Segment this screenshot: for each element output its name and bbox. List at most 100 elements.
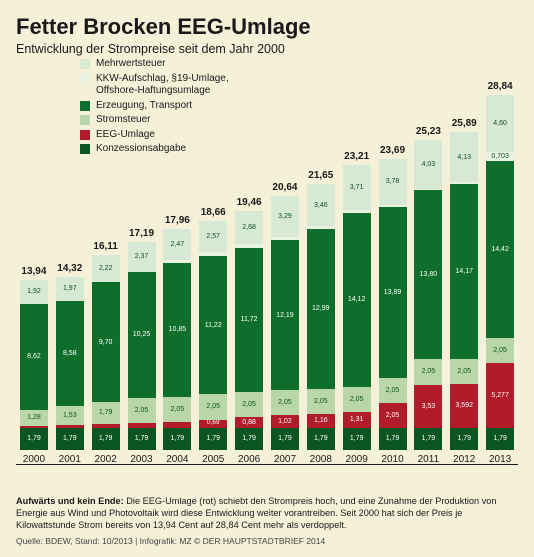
bar-column: 25,894,1314,172,053,5921,792012 bbox=[446, 132, 482, 465]
bar-column: 28,844,600,70314,422,055,2771,792013 bbox=[482, 95, 518, 465]
bar-segment-konzession: 1,79 bbox=[235, 428, 263, 450]
bar-total-label: 23,69 bbox=[380, 145, 405, 156]
bar-total-label: 21,65 bbox=[308, 170, 333, 181]
bar-segment-stromsteuer: 2,05 bbox=[163, 397, 191, 422]
bar-column: 23,693,7813,892,052,051,792010 bbox=[375, 159, 411, 465]
bar-total-label: 17,19 bbox=[129, 228, 154, 239]
bar-column: 13,941,928,621,281,792000 bbox=[16, 280, 52, 465]
bar-segment-aufschlag: 0,703 bbox=[486, 152, 514, 161]
bar-segment-mehrwertsteuer: 3,46 bbox=[307, 184, 335, 227]
bar-column: 19,462,6811,722,050,881,792006 bbox=[231, 211, 267, 465]
bar-segment-konzession: 1,79 bbox=[379, 428, 407, 450]
bar-segment-konzession: 1,79 bbox=[199, 428, 227, 450]
bar-total-label: 23,21 bbox=[344, 151, 369, 162]
bar-segment-stromsteuer: 2,05 bbox=[343, 387, 371, 412]
bar-segment-erzeugung: 8,62 bbox=[20, 304, 48, 410]
bar-segment-erzeugung: 9,70 bbox=[92, 282, 120, 401]
bar: 21,653,4612,992,051,161,79 bbox=[307, 184, 335, 450]
bar: 28,844,600,70314,422,055,2771,79 bbox=[486, 95, 514, 450]
bar-segment-mehrwertsteuer: 3,78 bbox=[379, 159, 407, 205]
bar-segment-mehrwertsteuer: 2,47 bbox=[163, 229, 191, 259]
bar-segment-stromsteuer: 2,05 bbox=[486, 338, 514, 363]
bar: 14,321,978,581,531,79 bbox=[56, 277, 84, 450]
bar-segment-stromsteuer: 2,05 bbox=[379, 378, 407, 403]
bar-total-label: 25,89 bbox=[452, 118, 477, 129]
bar-column: 14,321,978,581,531,792001 bbox=[52, 277, 88, 465]
bar-segment-erzeugung: 12,99 bbox=[307, 229, 335, 389]
bar-segment-eeg: 3,53 bbox=[414, 385, 442, 428]
bar: 16,112,229,701,791,79 bbox=[92, 255, 120, 450]
bar-segment-mehrwertsteuer: 1,92 bbox=[20, 280, 48, 304]
bar-segment-erzeugung: 11,22 bbox=[199, 256, 227, 394]
bar-segment-stromsteuer: 2,05 bbox=[199, 394, 227, 419]
bar: 18,662,5711,222,050,691,79 bbox=[199, 221, 227, 450]
bar-segment-mehrwertsteuer: 1,97 bbox=[56, 277, 84, 301]
bar-segment-konzession: 1,79 bbox=[414, 428, 442, 450]
footer-source: Quelle: BDEW, Stand: 10/2013 | Infografi… bbox=[16, 536, 518, 547]
bar-column: 17,962,4710,852,051,792004 bbox=[159, 229, 195, 465]
bar: 17,192,3710,252,051,79 bbox=[128, 242, 156, 450]
bar-segment-stromsteuer: 2,05 bbox=[271, 390, 299, 415]
bar-segment-erzeugung: 12,19 bbox=[271, 240, 299, 390]
bar-segment-mehrwertsteuer: 2,22 bbox=[92, 255, 120, 282]
bar-segment-eeg: 5,277 bbox=[486, 363, 514, 428]
bar-segment-eeg: 0,88 bbox=[235, 417, 263, 428]
bar-segment-stromsteuer: 1,79 bbox=[92, 402, 120, 424]
bar-segment-stromsteuer: 2,05 bbox=[235, 392, 263, 417]
bar-segment-erzeugung: 11,72 bbox=[235, 248, 263, 392]
bar-total-label: 17,96 bbox=[165, 215, 190, 226]
bar-segment-stromsteuer: 2,05 bbox=[414, 359, 442, 384]
bar-segment-mehrwertsteuer: 3,71 bbox=[343, 165, 371, 211]
bar-total-label: 14,32 bbox=[57, 263, 82, 274]
bars-container: 13,941,928,621,281,79200014,321,978,581,… bbox=[16, 58, 518, 465]
bar-segment-erzeugung: 13,89 bbox=[379, 207, 407, 378]
bar-segment-eeg: 1,02 bbox=[271, 415, 299, 428]
bar-segment-mehrwertsteuer: 2,57 bbox=[199, 221, 227, 253]
bar-segment-mehrwertsteuer: 4,60 bbox=[486, 95, 514, 152]
bar-column: 23,213,7114,122,051,311,792009 bbox=[339, 165, 375, 465]
bar-segment-stromsteuer: 1,53 bbox=[56, 406, 84, 425]
footer-caption: Aufwärts und kein Ende: Die EEG-Umlage (… bbox=[16, 496, 518, 547]
bar-segment-mehrwertsteuer: 4,13 bbox=[450, 132, 478, 183]
bar-segment-eeg: 3,592 bbox=[450, 384, 478, 428]
chart-subtitle: Entwicklung der Strompreise seit dem Jah… bbox=[16, 42, 518, 56]
bar-segment-konzession: 1,79 bbox=[486, 428, 514, 450]
bar: 23,693,7813,892,052,051,79 bbox=[379, 159, 407, 450]
bar-segment-mehrwertsteuer: 3,29 bbox=[271, 196, 299, 236]
chart-area: 13,941,928,621,281,79200014,321,978,581,… bbox=[16, 58, 518, 483]
bar-segment-stromsteuer: 2,05 bbox=[128, 398, 156, 423]
bar-segment-erzeugung: 10,85 bbox=[163, 263, 191, 396]
bar-segment-stromsteuer: 2,05 bbox=[307, 389, 335, 414]
bar-column: 17,192,3710,252,051,792003 bbox=[124, 242, 160, 465]
bar-segment-konzession: 1,79 bbox=[163, 428, 191, 450]
bar-column: 25,234,0313,802,053,531,792011 bbox=[410, 140, 446, 465]
bar-segment-stromsteuer: 1,28 bbox=[20, 410, 48, 426]
bar-segment-mehrwertsteuer: 2,68 bbox=[235, 211, 263, 244]
bar-segment-konzession: 1,79 bbox=[271, 428, 299, 450]
bar-total-label: 28,84 bbox=[488, 81, 513, 92]
bar-total-label: 19,46 bbox=[237, 197, 262, 208]
bar-segment-erzeugung: 13,80 bbox=[414, 190, 442, 360]
bar-total-label: 25,23 bbox=[416, 126, 441, 137]
bar-segment-konzession: 1,79 bbox=[56, 428, 84, 450]
bar-segment-mehrwertsteuer: 4,03 bbox=[414, 140, 442, 190]
bar-segment-konzession: 1,79 bbox=[20, 428, 48, 450]
bar-segment-konzession: 1,79 bbox=[450, 428, 478, 450]
bar: 20,643,2912,192,051,021,79 bbox=[271, 196, 299, 450]
bar: 17,962,4710,852,051,79 bbox=[163, 229, 191, 450]
chart-title: Fetter Brocken EEG-Umlage bbox=[16, 14, 518, 40]
bar: 23,213,7114,122,051,311,79 bbox=[343, 165, 371, 450]
bar-total-label: 13,94 bbox=[21, 266, 46, 277]
bar-column: 21,653,4612,992,051,161,792008 bbox=[303, 184, 339, 465]
bar-segment-konzession: 1,79 bbox=[128, 428, 156, 450]
bar-segment-erzeugung: 14,42 bbox=[486, 161, 514, 338]
bar-segment-stromsteuer: 2,05 bbox=[450, 359, 478, 384]
bar-segment-erzeugung: 14,17 bbox=[450, 184, 478, 358]
bar-column: 16,112,229,701,791,792002 bbox=[88, 255, 124, 465]
bar-column: 18,662,5711,222,050,691,792005 bbox=[195, 221, 231, 465]
bar: 13,941,928,621,281,79 bbox=[20, 280, 48, 450]
bar-column: 20,643,2912,192,051,021,792007 bbox=[267, 196, 303, 465]
bar-segment-konzession: 1,79 bbox=[307, 428, 335, 450]
bar: 25,894,1314,172,053,5921,79 bbox=[450, 132, 478, 450]
bar-total-label: 20,64 bbox=[272, 182, 297, 193]
